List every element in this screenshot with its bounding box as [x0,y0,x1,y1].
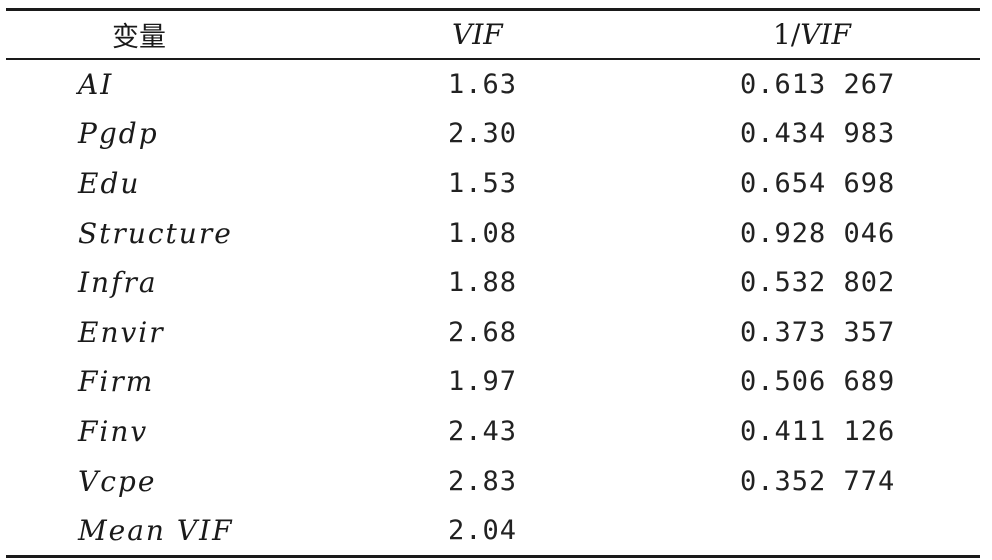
inverse-vif-value: 0.654 698 [740,167,896,199]
table-row: Edu 1.53 0.654 698 [6,159,980,209]
inverse-vif-value: 0.532 802 [740,267,896,299]
table-row: Pgdp 2.30 0.434 983 [6,109,980,159]
variable-name: Structure [78,216,233,250]
vif-value: 2.30 [448,118,518,150]
inverse-vif-value: 0.506 689 [740,366,896,398]
table-header: 变量 VIF 1/VIF [6,11,980,58]
inverse-vif-value: 0.613 267 [740,68,896,100]
table-row-mean: Mean VIF 2.04 [6,506,980,556]
variable-name: Firm [78,365,155,399]
inverse-vif-value: 0.373 357 [740,316,896,348]
variable-name: Envir [78,315,165,349]
variable-name: Pgdp [78,117,159,151]
table-row: Envir 2.68 0.373 357 [6,307,980,357]
table-row: AI 1.63 0.613 267 [6,60,980,110]
inverse-vif-value: 0.352 774 [740,465,896,497]
inverse-vif-value: 0.411 126 [740,415,896,447]
header-inverse-vif-prefix: 1/ [773,18,801,51]
vif-value: 1.88 [448,267,518,299]
header-vif: VIF [452,18,503,51]
table-row: Finv 2.43 0.411 126 [6,407,980,457]
table-row: Vcpe 2.83 0.352 774 [6,456,980,506]
vif-value: 2.68 [448,316,518,348]
variable-name: Vcpe [78,464,157,498]
bottom-rule [6,555,980,559]
vif-value: 2.04 [448,515,518,547]
vif-value: 1.08 [448,217,518,249]
header-inverse-vif-suffix: VIF [800,18,851,51]
variable-name: Finv [78,414,149,448]
header-inverse-vif: 1/VIF [773,11,851,58]
header-rule [6,58,980,60]
variable-name: Edu [78,166,141,200]
vif-value: 1.97 [448,366,518,398]
inverse-vif-value: 0.434 983 [740,118,896,150]
vif-value: 1.63 [448,68,518,100]
vif-table: 变量 VIF 1/VIF AI 1.63 0.613 267 Pgdp 2.30… [6,8,980,559]
table-row: Firm 1.97 0.506 689 [6,357,980,407]
inverse-vif-value: 0.928 046 [740,217,896,249]
variable-name: Infra [78,266,158,300]
vif-value: 1.53 [448,167,518,199]
table-row: Structure 1.08 0.928 046 [6,208,980,258]
variable-name: AI [78,67,114,101]
table-row: Infra 1.88 0.532 802 [6,258,980,308]
vif-value: 2.83 [448,465,518,497]
top-rule [6,8,980,11]
header-variable: 变量 [112,22,166,53]
vif-value: 2.43 [448,415,518,447]
variable-name: Mean VIF [78,514,234,548]
